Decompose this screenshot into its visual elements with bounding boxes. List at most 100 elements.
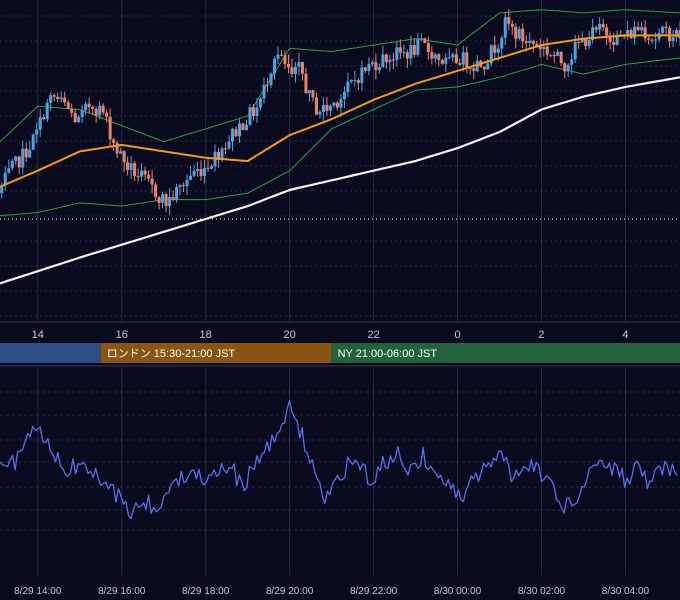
candle-body-16 <box>56 96 60 100</box>
candle-body-74 <box>258 98 262 108</box>
price-x-tick-label-1: 16 <box>116 329 128 341</box>
candle-body-189 <box>661 26 665 33</box>
candle-body-176 <box>615 34 619 45</box>
candle-body-99 <box>346 81 350 92</box>
candle-body-155 <box>542 46 546 49</box>
candle-body-21 <box>73 112 77 123</box>
price-x-tick-label-6: 2 <box>538 329 544 341</box>
candle-body-79 <box>276 54 280 59</box>
candle-body-9 <box>31 134 35 150</box>
candle-body-58 <box>203 167 207 177</box>
candle-body-6 <box>21 148 25 168</box>
candle-body-130 <box>454 54 458 64</box>
candle-body-180 <box>629 30 633 39</box>
candle-body-71 <box>248 107 252 125</box>
candle-body-11 <box>38 117 42 130</box>
candle-body-91 <box>318 112 322 115</box>
osc-x-tick-label-1: 8/29 16:00 <box>98 586 146 597</box>
candle-body-43 <box>150 178 154 185</box>
candle-body-117 <box>409 45 413 59</box>
osc-x-tick-label-3: 8/29 20:00 <box>266 586 314 597</box>
candle-body-95 <box>332 102 336 106</box>
candle-body-80 <box>279 54 283 56</box>
session-label-2: NY 21:00-06:00 JST <box>338 348 438 360</box>
candle-body-44 <box>154 184 158 198</box>
candle-body-5 <box>17 156 21 168</box>
price-x-tick-label-4: 22 <box>367 329 379 341</box>
candle-body-75 <box>262 84 266 99</box>
candle-body-57 <box>199 168 203 177</box>
osc-x-tick-label-2: 8/29 18:00 <box>182 586 230 597</box>
candle-body-96 <box>335 102 339 108</box>
candle-body-56 <box>196 168 200 172</box>
candle-body-179 <box>626 30 630 37</box>
candle-body-68 <box>238 123 242 137</box>
candle-body-30 <box>105 112 109 117</box>
candle-body-161 <box>563 63 567 72</box>
candle-body-70 <box>245 124 249 131</box>
candle-body-134 <box>468 68 472 70</box>
candle-body-29 <box>101 105 105 113</box>
candle-body-148 <box>517 28 521 39</box>
candle-body-97 <box>339 99 343 108</box>
candle-body-147 <box>514 26 518 39</box>
moving-average-short <box>0 34 680 188</box>
candle-body-132 <box>461 52 465 65</box>
candle-body-81 <box>283 55 287 65</box>
price-x-tick-label-7: 4 <box>622 329 628 341</box>
candle-body-108 <box>377 67 381 71</box>
candle-body-98 <box>342 91 346 100</box>
candle-body-113 <box>395 47 399 60</box>
candle-body-160 <box>559 51 563 64</box>
candle-body-93 <box>325 104 329 111</box>
candle-body-77 <box>269 73 273 86</box>
price-x-tick-label-0: 14 <box>32 329 44 341</box>
candle-body-94 <box>328 105 332 111</box>
candle-body-45 <box>157 197 161 203</box>
candle-body-166 <box>580 38 584 43</box>
candle-body-163 <box>570 59 574 65</box>
oscillator-x-axis: 8/29 14:00 8/29 16:00 8/29 18:00 8/29 20:00… <box>14 586 649 597</box>
candle-body-89 <box>311 90 315 98</box>
candle-body-66 <box>231 128 235 142</box>
candle-body-187 <box>654 39 658 41</box>
candlestick-series <box>0 9 680 216</box>
price-x-axis: 14 16 18 20 22 0 2 4 <box>32 329 629 341</box>
candle-body-86 <box>300 61 304 74</box>
candle-body-101 <box>353 80 357 82</box>
candle-body-87 <box>304 73 308 94</box>
candle-body-173 <box>605 27 609 36</box>
candle-body-23 <box>80 110 84 117</box>
candle-body-111 <box>388 59 392 63</box>
candle-body-4 <box>14 156 18 161</box>
candle-body-168 <box>587 39 591 47</box>
candle-body-145 <box>507 17 511 24</box>
candle-body-103 <box>360 67 364 83</box>
candle-body-146 <box>510 23 514 27</box>
candle-body-100 <box>349 80 353 82</box>
candle-body-85 <box>297 61 301 67</box>
candle-body-184 <box>643 27 647 39</box>
candle-body-33 <box>115 142 119 154</box>
candle-body-83 <box>290 67 294 75</box>
candle-body-53 <box>185 179 189 187</box>
candle-body-25 <box>87 103 91 107</box>
candle-body-125 <box>437 54 441 60</box>
candle-body-171 <box>598 23 602 30</box>
candle-body-164 <box>573 41 577 60</box>
candle-body-116 <box>405 52 409 59</box>
candle-body-157 <box>549 54 553 56</box>
candle-body-193 <box>675 29 679 38</box>
candle-body-175 <box>612 42 616 45</box>
candle-body-152 <box>531 40 535 44</box>
candle-body-122 <box>426 43 430 53</box>
candle-body-76 <box>265 84 269 86</box>
price-x-tick-label-3: 20 <box>284 329 296 341</box>
candle-body-3 <box>10 160 14 169</box>
candle-body-2 <box>7 168 11 173</box>
candle-body-60 <box>210 166 214 169</box>
candle-body-118 <box>412 45 416 55</box>
candle-body-190 <box>664 26 668 29</box>
candle-body-135 <box>472 68 476 72</box>
